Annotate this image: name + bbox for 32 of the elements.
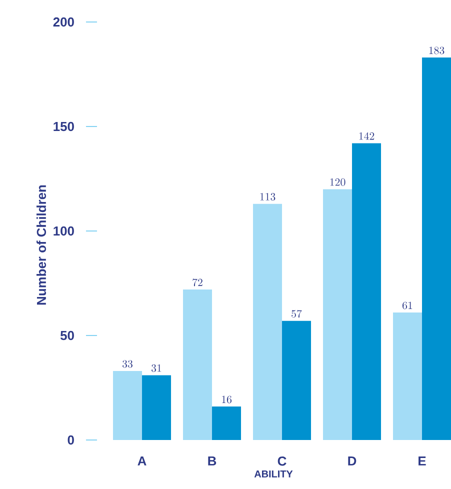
x-tick-label: E — [418, 456, 426, 466]
x-tick-label: B — [208, 456, 216, 466]
data-label: 57 — [292, 310, 302, 318]
y-tick-label: 50 — [60, 330, 74, 340]
bar — [323, 189, 352, 440]
x-tick-label: A — [138, 456, 146, 466]
x-tick-label: D — [348, 456, 356, 466]
data-label: 183 — [429, 46, 444, 54]
data-label: 16 — [222, 396, 232, 404]
bar — [282, 320, 312, 440]
bar — [183, 290, 212, 440]
y-tick-label: 200 — [53, 17, 74, 27]
bar — [352, 143, 382, 440]
y-tick-label: 100 — [54, 226, 74, 236]
bar — [393, 312, 422, 440]
data-label: 33 — [122, 360, 132, 368]
x-tick-label: C — [278, 456, 286, 466]
data-label: 72 — [192, 278, 202, 286]
bar — [142, 375, 172, 440]
y-tick-label: 150 — [54, 122, 74, 132]
data-label: 142 — [359, 132, 374, 140]
bar — [422, 58, 451, 440]
y-tick-label: 0 — [68, 435, 74, 445]
y-axis-title: Number of Children — [36, 185, 46, 305]
bar — [113, 371, 142, 440]
data-label: 31 — [152, 364, 162, 372]
x-axis-title: ABILITY — [254, 470, 293, 478]
bar — [212, 406, 242, 440]
data-label: 120 — [330, 178, 346, 186]
data-label: 113 — [260, 193, 276, 201]
bar — [253, 204, 282, 440]
data-label: 61 — [402, 302, 412, 310]
